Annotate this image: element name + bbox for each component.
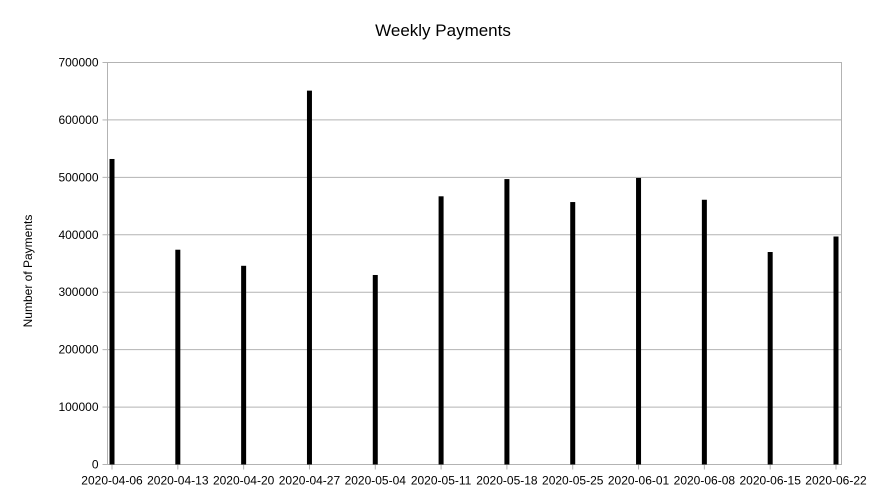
x-tick-label: 2020-04-13 [147,474,209,488]
x-tick-label: 2020-06-08 [674,474,736,488]
bar-2020-05-04 [372,274,378,465]
y-tick-label: 100000 [58,400,98,414]
bar-2020-05-25 [570,202,576,465]
bar-2020-04-13 [175,249,181,465]
x-tick-label: 2020-04-06 [81,474,143,488]
y-tick-label: 500000 [58,170,98,184]
x-tick-label: 2020-05-25 [542,474,604,488]
bar-2020-04-06 [109,158,115,465]
bar-2020-06-15 [767,252,773,465]
bar-2020-04-27 [306,90,312,465]
y-tick-label: 300000 [58,285,98,299]
y-tick-label: 0 [92,458,99,472]
chart-title: Weekly Payments [375,21,511,40]
bar-2020-06-22 [833,236,839,465]
x-tick-label: 2020-04-27 [279,474,341,488]
y-axis-ticks: 0 100000 200000 300000 400000 500000 600000 700… [58,56,108,472]
x-tick-label: 2020-05-11 [411,474,472,488]
gridlines [107,62,842,465]
y-axis-title: Number of Payments [21,215,35,328]
y-tick-label: 200000 [58,343,98,357]
y-tick-label: 600000 [58,113,98,127]
x-tick-label: 2020-06-15 [739,474,801,488]
x-tick-label: 2020-05-04 [345,474,407,488]
y-tick-label: 400000 [58,228,98,242]
bar-2020-05-11 [438,196,444,465]
plot-frame [107,62,842,465]
bar-2020-05-18 [504,179,510,465]
y-tick-label: 700000 [58,56,98,70]
x-tick-label: 2020-05-18 [476,474,538,488]
bar-2020-06-01 [636,177,642,465]
x-tick-label: 2020-04-20 [213,474,275,488]
bars [109,90,839,465]
bar-2020-04-20 [241,265,247,465]
x-tick-label: 2020-06-22 [805,474,867,488]
x-axis-ticks: 2020-04-06 2020-04-13 2020-04-20 2020-04-27… [81,464,867,488]
x-tick-label: 2020-06-01 [608,474,670,488]
bar-2020-06-08 [701,199,707,465]
